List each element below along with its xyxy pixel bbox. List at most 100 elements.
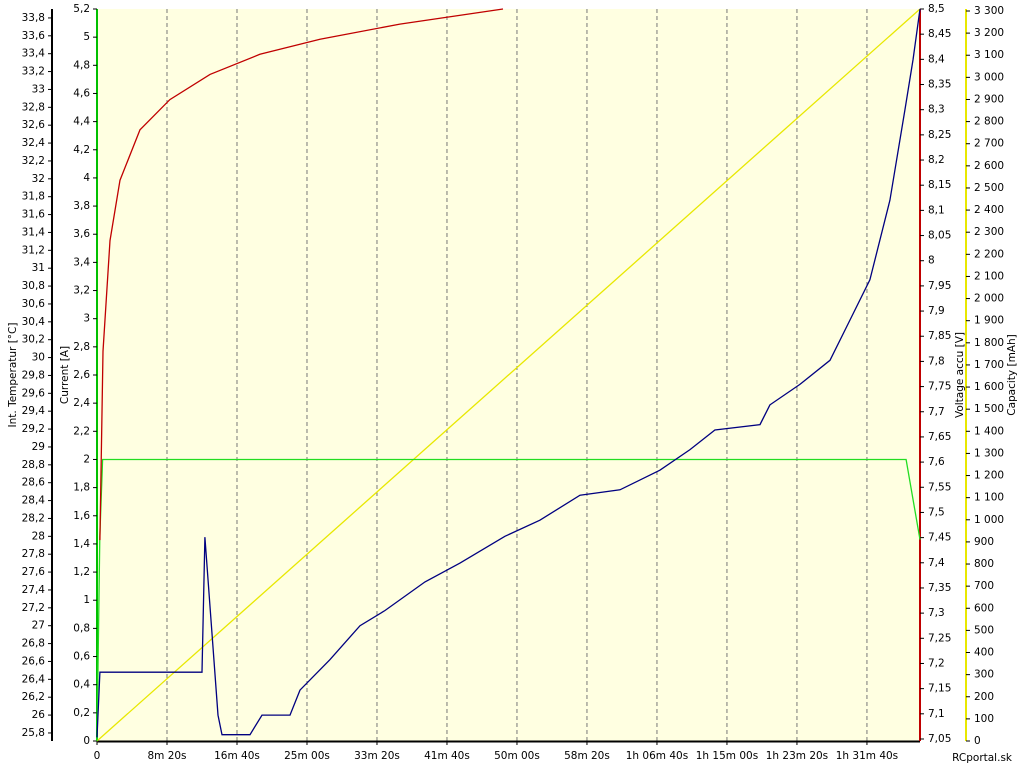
y-tick-label: 1,8 [73, 482, 90, 494]
y-tick-label: 200 [974, 691, 994, 703]
x-tick-label: 41m 40s [424, 750, 470, 762]
y-tick-label: 31 [32, 262, 45, 274]
y-tick-label: 29 [32, 441, 45, 453]
y-tick-label: 7,55 [928, 481, 951, 493]
y-tick-label: 1 100 [974, 492, 1004, 504]
y-tick-label: 8,2 [928, 154, 945, 166]
y-tick-label: 3 200 [974, 27, 1004, 39]
y-tick-label: 28,8 [22, 459, 45, 471]
y-tick-label: 8 [928, 255, 935, 267]
y-tick-label: 2 800 [974, 116, 1004, 128]
y-tick-label: 7,9 [928, 305, 945, 317]
y-tick-label: 7,3 [928, 607, 945, 619]
series-line [96, 8, 921, 742]
y-tick-label: 0,6 [73, 651, 90, 663]
y-tick-label: 2 900 [974, 93, 1004, 105]
y-tick-label: 3 [83, 313, 90, 325]
y-tick-label: 7,05 [928, 733, 951, 745]
y-tick-label: 1,6 [73, 510, 90, 522]
y-tick-label: 7,85 [928, 330, 951, 342]
y-tick-label: 32,8 [22, 101, 45, 113]
y-axis-title: Voltage accu [V] [954, 332, 966, 418]
y-tick-label: 31,2 [22, 244, 45, 256]
y-tick-label: 700 [974, 580, 994, 592]
x-tick-label: 25m 00s [284, 750, 330, 762]
y-tick-label: 8,25 [928, 129, 951, 141]
y-tick-label: 500 [974, 624, 994, 636]
y-tick-label: 30,2 [22, 334, 45, 346]
y-tick-label: 2 [83, 453, 90, 465]
y-tick-label: 7,5 [928, 506, 945, 518]
y-axis-title: Int. Temperatur [°C] [7, 323, 19, 428]
y-tick-label: 1 500 [974, 403, 1004, 415]
x-tick-label: 8m 20s [147, 750, 186, 762]
y-tick-label: 0,2 [73, 707, 90, 719]
y-tick-label: 2,4 [73, 397, 90, 409]
y-tick-label: 26,2 [22, 691, 45, 703]
y-tick-label: 1 [83, 594, 90, 606]
y-tick-label: 27 [32, 620, 45, 632]
y-tick-label: 2 500 [974, 182, 1004, 194]
y-tick-label: 1 000 [974, 514, 1004, 526]
y-tick-label: 28,6 [22, 477, 46, 489]
x-tick-label: 1h 15m 00s [696, 750, 758, 762]
x-tick-label: 33m 20s [354, 750, 400, 762]
y-tick-label: 30,6 [22, 298, 46, 310]
y-tick-label: 29,2 [22, 423, 45, 435]
y-tick-label: 100 [974, 713, 994, 725]
x-tick-label: 1h 06m 40s [626, 750, 688, 762]
y-tick-label: 7,15 [928, 683, 951, 695]
y-axis-title: Current [A] [59, 346, 71, 404]
y-tick-label: 28,4 [22, 495, 46, 507]
y-tick-label: 7,25 [928, 632, 951, 644]
y-tick-label: 0 [83, 735, 90, 747]
y-tick-label: 2 600 [974, 160, 1004, 172]
y-tick-label: 33,2 [22, 66, 45, 78]
y-tick-label: 32,6 [22, 119, 46, 131]
y-tick-label: 30 [32, 352, 45, 364]
y-tick-label: 3,6 [73, 228, 90, 240]
y-tick-label: 7,65 [928, 431, 951, 443]
x-tick-label: 1h 31m 40s [836, 750, 898, 762]
y-tick-label: 300 [974, 669, 994, 681]
y-tick-label: 7,4 [928, 557, 945, 569]
y-tick-label: 7,75 [928, 381, 951, 393]
y-tick-label: 1 300 [974, 447, 1004, 459]
series-line [96, 8, 921, 738]
y-tick-label: 31,6 [22, 209, 46, 221]
y-tick-label: 7,7 [928, 406, 945, 418]
y-tick-label: 32,2 [22, 155, 45, 167]
y-tick-label: 25,8 [22, 727, 45, 739]
y-tick-label: 4,4 [73, 116, 90, 128]
y-tick-label: 800 [974, 558, 994, 570]
y-tick-label: 28 [32, 530, 45, 542]
y-tick-label: 4,6 [73, 87, 90, 99]
y-tick-label: 27,4 [22, 584, 46, 596]
x-tick-label: 58m 20s [564, 750, 610, 762]
y-tick-label: 2 300 [974, 226, 1004, 238]
y-tick-label: 29,8 [22, 369, 45, 381]
y-tick-label: 1,4 [73, 538, 90, 550]
y-tick-label: 26,4 [22, 673, 46, 685]
y-tick-label: 28,2 [22, 512, 45, 524]
y-tick-label: 30,8 [22, 280, 45, 292]
y-tick-label: 29,6 [22, 387, 46, 399]
y-tick-label: 8,5 [928, 3, 945, 15]
y-tick-label: 26,6 [22, 655, 46, 667]
x-tick-label: 0 [94, 750, 101, 762]
y-tick-label: 8,1 [928, 204, 945, 216]
y-tick-label: 27,2 [22, 602, 45, 614]
x-tick-label: 50m 00s [494, 750, 540, 762]
y-tick-label: 30,4 [22, 316, 46, 328]
y-tick-label: 32,4 [22, 137, 46, 149]
y-tick-label: 3,8 [73, 200, 90, 212]
y-tick-label: 7,2 [928, 657, 945, 669]
y-tick-label: 2,2 [73, 425, 90, 437]
y-tick-label: 7,8 [928, 355, 945, 367]
y-tick-label: 8,15 [928, 179, 951, 191]
y-tick-label: 400 [974, 647, 994, 659]
y-tick-label: 2 700 [974, 138, 1004, 150]
y-tick-label: 4,8 [73, 59, 90, 71]
footer: RCportal.sk [952, 752, 1013, 764]
